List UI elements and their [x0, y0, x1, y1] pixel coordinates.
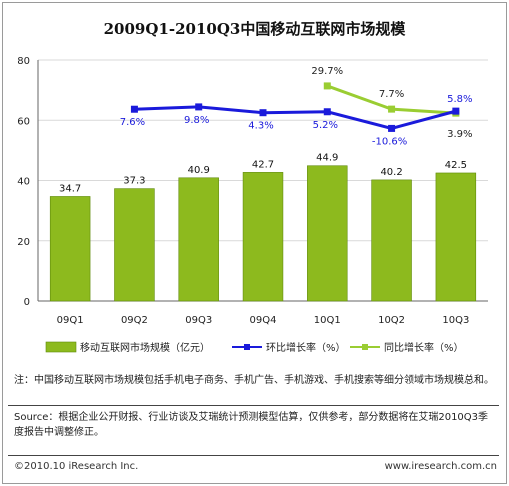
y-tick-label: 0 — [24, 297, 30, 308]
x-tick-label: 09Q1 — [57, 315, 84, 326]
chart-title: 2009Q1-2010Q3中国移动互联网市场规模 — [103, 20, 406, 38]
legend-bar-label: 移动互联网市场规模（亿元） — [80, 341, 210, 354]
qoq-rate-label: 9.8% — [184, 115, 209, 126]
bar — [435, 172, 477, 302]
bar — [178, 177, 219, 302]
source-note: Source：根据企业公开财报、行业访谈及艾瑞统计预测模型估算，仅供参考，部分数… — [14, 412, 489, 438]
x-tick-label: 09Q3 — [185, 315, 212, 326]
bar — [49, 196, 91, 302]
bar-value-label: 44.9 — [316, 153, 338, 164]
bar-value-label: 34.7 — [59, 183, 81, 194]
yoy-rate-label: 29.7% — [311, 66, 343, 77]
qoq-line — [134, 105, 457, 130]
copyright: ©2010.10 iResearch Inc. — [14, 461, 139, 472]
x-tick-label: 10Q1 — [314, 315, 341, 326]
yoy-rate-label: 7.7% — [379, 89, 404, 100]
qoq-marker — [388, 124, 396, 132]
y-tick-label: 20 — [17, 237, 30, 248]
qoq-rate-label: 4.3% — [248, 121, 273, 132]
website-link[interactable]: www.iresearch.com.cn — [384, 461, 497, 472]
bar — [242, 172, 284, 302]
bar-value-label: 42.7 — [252, 159, 274, 170]
qoq-marker — [259, 109, 267, 117]
qoq-rate-label: 7.6% — [120, 117, 145, 128]
bar — [114, 188, 155, 302]
legend-bar-swatch — [45, 341, 77, 353]
bar — [371, 179, 412, 302]
footnote: 注：中国移动互联网市场规模包括手机电子商务、手机广告、手机游戏、手机搜索等细分领… — [14, 375, 494, 386]
yoy-marker — [323, 82, 331, 90]
qoq-marker — [195, 103, 203, 111]
yoy-marker — [388, 105, 396, 113]
x-tick-label: 10Q2 — [378, 315, 405, 326]
qoq-marker — [130, 105, 138, 113]
bar — [307, 165, 348, 302]
x-tick-label: 09Q2 — [121, 315, 148, 326]
legend-qoq-marker — [244, 344, 250, 350]
divider-top — [8, 405, 499, 406]
bar-value-label: 40.9 — [188, 165, 210, 176]
qoq-rate-label: -10.6% — [372, 136, 407, 147]
y-tick-label: 60 — [17, 116, 30, 127]
legend-yoy-label: 同比增长率（%） — [384, 341, 464, 354]
y-tick-label: 40 — [17, 177, 30, 188]
bar-value-label: 42.5 — [445, 160, 467, 171]
bar-value-label: 37.3 — [123, 176, 145, 187]
bar-value-label: 40.2 — [380, 167, 402, 178]
legend-qoq-label: 环比增长率（%） — [266, 341, 346, 354]
divider-bottom — [8, 455, 499, 456]
x-tick-label: 09Q4 — [250, 315, 277, 326]
x-tick-label: 10Q3 — [442, 315, 469, 326]
qoq-rate-label: 5.8% — [447, 94, 472, 105]
y-tick-label: 80 — [17, 56, 30, 67]
yoy-rate-label: 3.9% — [447, 129, 472, 140]
qoq-rate-label: 5.2% — [313, 120, 338, 131]
qoq-marker — [323, 108, 331, 116]
qoq-marker — [452, 107, 460, 115]
legend-yoy-marker — [362, 344, 368, 350]
